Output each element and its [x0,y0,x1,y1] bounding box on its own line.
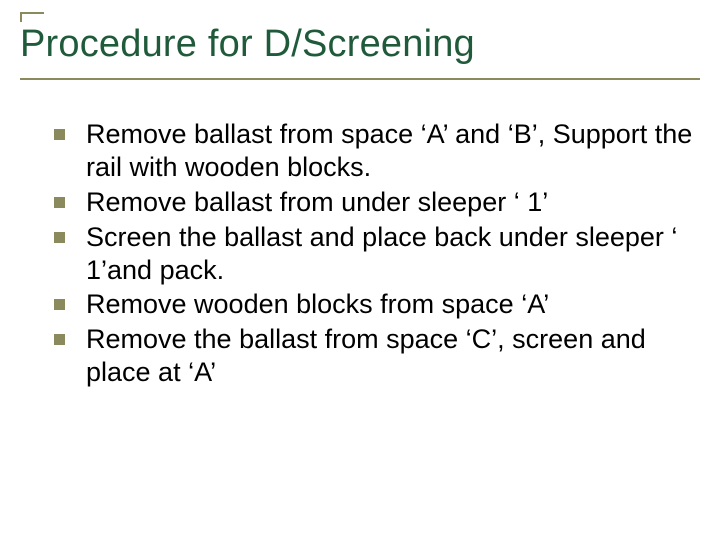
list-item-text: Remove the ballast from space ‘C’, scree… [86,324,646,387]
page-title: Procedure for D/Screening [20,24,700,66]
list-item: Remove ballast from under sleeper ‘ 1’ [48,186,700,219]
list-item: Remove ballast from space ‘A’ and ‘B’, S… [48,118,700,184]
slide: Procedure for D/Screening Remove ballast… [0,0,720,540]
list-item: Remove the ballast from space ‘C’, scree… [48,323,700,389]
list-item-text: Remove wooden blocks from space ‘A’ [86,289,549,319]
title-rule-tick [20,12,22,22]
title-block: Procedure for D/Screening [20,12,700,80]
list-item-text: Remove ballast from space ‘A’ and ‘B’, S… [86,119,692,182]
list-item: Remove wooden blocks from space ‘A’ [48,288,700,321]
bullet-list: Remove ballast from space ‘A’ and ‘B’, S… [20,118,700,390]
list-item-text: Screen the ballast and place back under … [86,222,677,285]
list-item-text: Remove ballast from under sleeper ‘ 1’ [86,187,548,217]
list-item: Screen the ballast and place back under … [48,221,700,287]
